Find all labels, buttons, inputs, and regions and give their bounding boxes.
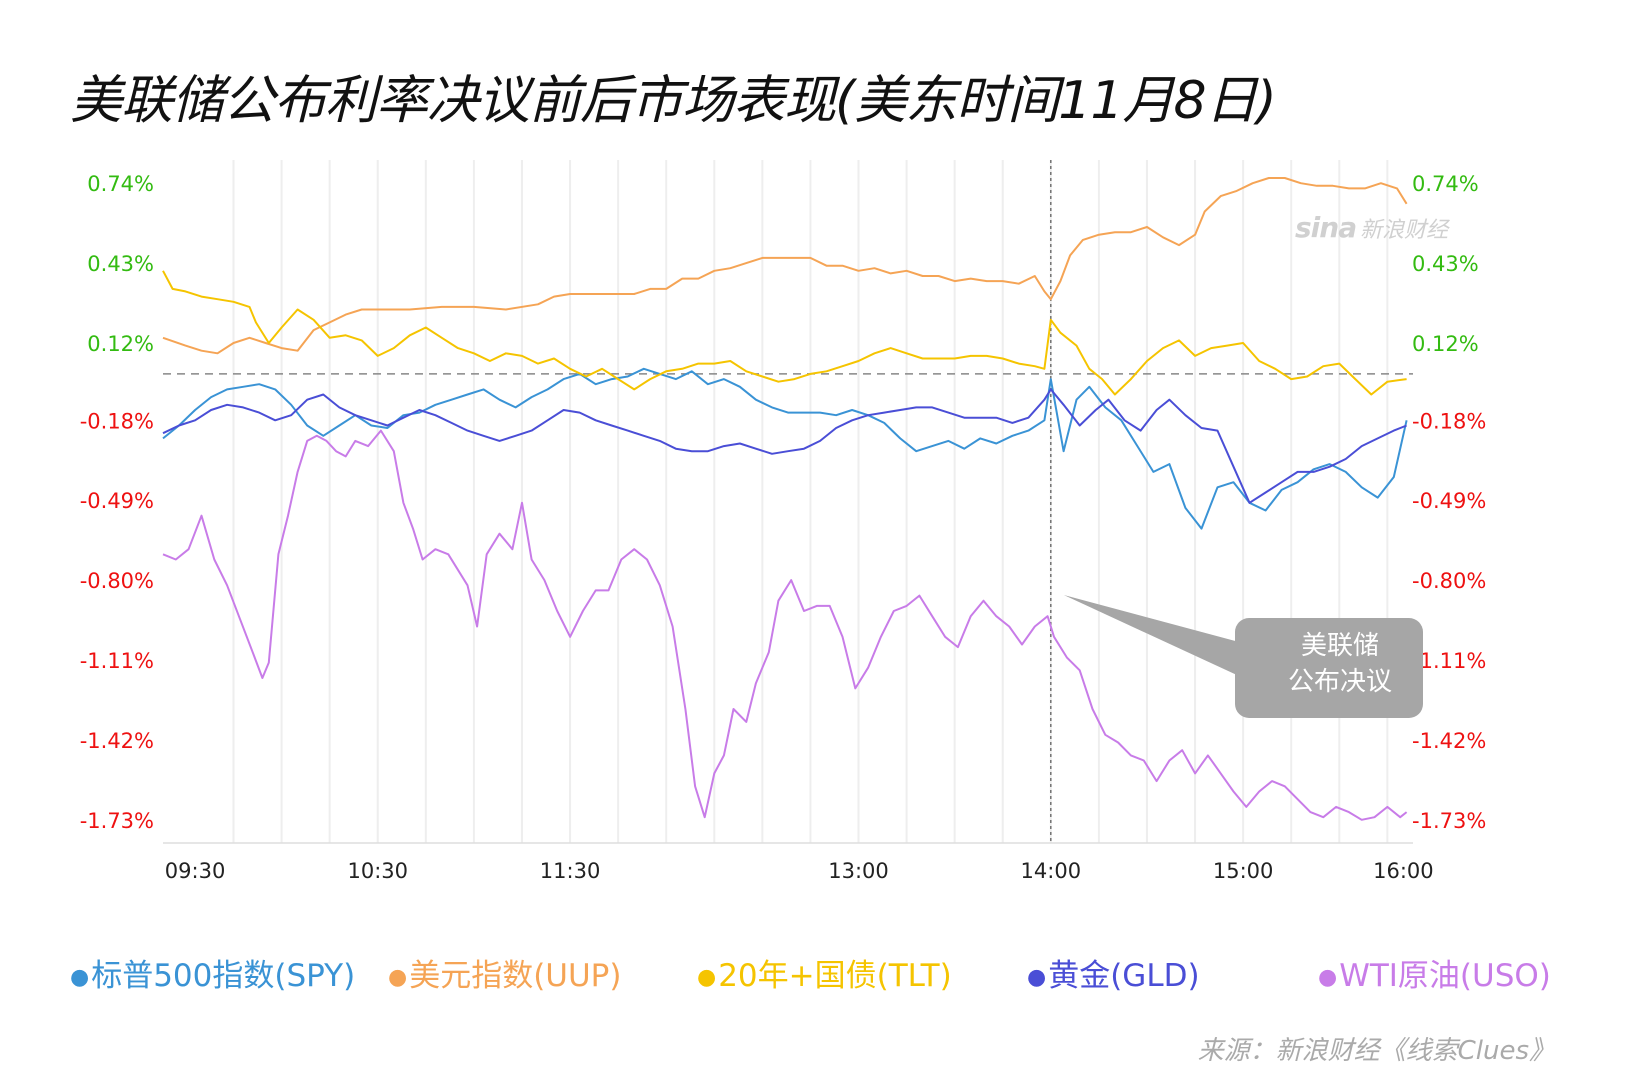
legend-label: WTI原油(USO) — [1339, 958, 1551, 994]
series-line-2 — [162, 270, 1407, 396]
y-tick-label-left: 0.43% — [87, 252, 154, 276]
y-tick-label-right: -1.73% — [1412, 809, 1486, 833]
y-tick-label-right: -0.80% — [1412, 569, 1486, 593]
legend-item: ●黄金(GLD) — [1027, 950, 1200, 995]
series-line-3 — [162, 388, 1407, 504]
legend-marker-icon: ● — [70, 965, 90, 990]
legend-item: ●美元指数(UUP) — [388, 950, 621, 995]
callout-text: 美联储 公布决议 — [1246, 628, 1434, 700]
legend-label: 20年+国债(TLT) — [718, 958, 952, 994]
chart-title: 美联储公布利率决议前后市场表现(美东时间11月8日) — [70, 71, 1277, 131]
y-tick-label-left: 0.74% — [87, 172, 154, 196]
y-tick-label-left: 0.12% — [87, 332, 154, 356]
series-lines — [162, 177, 1408, 821]
x-tick-label: 15:00 — [1213, 859, 1274, 883]
legend-marker-icon: ● — [697, 965, 717, 990]
callout-box — [1235, 618, 1423, 718]
y-axis-right: 0.74% 0.43% 0.12% -0.18% -0.49% -0.80% -1.11% -… — [1412, 172, 1486, 833]
y-tick-label-right: 0.12% — [1412, 332, 1479, 356]
legend-marker-icon: ● — [388, 965, 408, 990]
y-tick-label-right: -1.42% — [1412, 729, 1486, 753]
callout — [1063, 595, 1423, 718]
x-axis: 09:30 10:30 11:30 13:00 14:00 15:00 16:00 — [165, 859, 1434, 883]
source-note: 来源：新浪财经《线索Clues》 — [1197, 1036, 1555, 1066]
watermark: sina 新浪财经 — [1295, 211, 1448, 244]
legend-item: ●标普500指数(SPY) — [70, 950, 355, 995]
y-tick-label-right: -0.18% — [1412, 409, 1486, 433]
legend: ●标普500指数(SPY) ●美元指数(UUP) ●20年+国债(TLT) ●黄金(G… — [70, 950, 1590, 994]
y-tick-label-right: -0.49% — [1412, 489, 1486, 513]
y-tick-label-left: -1.11% — [80, 649, 154, 673]
y-tick-label-left: -1.42% — [80, 729, 154, 753]
watermark-text: 新浪财经 — [1360, 218, 1449, 243]
y-tick-label-right: 0.74% — [1412, 172, 1479, 196]
callout-pointer — [1063, 595, 1239, 676]
series-line-4 — [162, 429, 1408, 821]
y-tick-label-left: -0.80% — [80, 569, 154, 593]
legend-marker-icon: ● — [1027, 965, 1047, 990]
y-tick-label-left: -0.49% — [80, 489, 154, 513]
x-tick-label: 09:30 — [165, 859, 226, 883]
legend-item: ●WTI原油(USO) — [1318, 950, 1551, 995]
watermark-logo: sina — [1295, 211, 1357, 244]
x-tick-label: 16:00 — [1373, 859, 1434, 883]
series-line-1 — [162, 177, 1408, 355]
y-tick-label-left: -1.73% — [80, 809, 154, 833]
callout-line-2: 公布决议 — [1287, 667, 1392, 697]
series-line-0 — [162, 367, 1408, 530]
x-tick-label: 13:00 — [828, 859, 889, 883]
x-tick-label: 14:00 — [1021, 859, 1082, 883]
y-tick-label-left: -0.18% — [80, 409, 154, 433]
x-tick-label: 11:30 — [540, 859, 601, 883]
x-tick-label: 10:30 — [347, 859, 408, 883]
grid — [163, 160, 1413, 844]
line-chart: 0.74% 0.43% 0.12% -0.18% -0.49% -0.80% -1.11% -… — [80, 160, 1486, 883]
y-axis-left: 0.74% 0.43% 0.12% -0.18% -0.49% -0.80% -1.11% -… — [80, 172, 154, 833]
callout-line-1: 美联储 — [1300, 631, 1379, 661]
y-tick-label-right: -1.11% — [1412, 649, 1486, 673]
y-tick-label-right: 0.43% — [1412, 252, 1479, 276]
legend-item: ●20年+国债(TLT) — [697, 950, 952, 995]
legend-label: 美元指数(UUP) — [409, 958, 622, 994]
legend-label: 标普500指数(SPY) — [91, 958, 356, 994]
legend-label: 黄金(GLD) — [1048, 958, 1200, 994]
legend-marker-icon: ● — [1318, 965, 1338, 990]
